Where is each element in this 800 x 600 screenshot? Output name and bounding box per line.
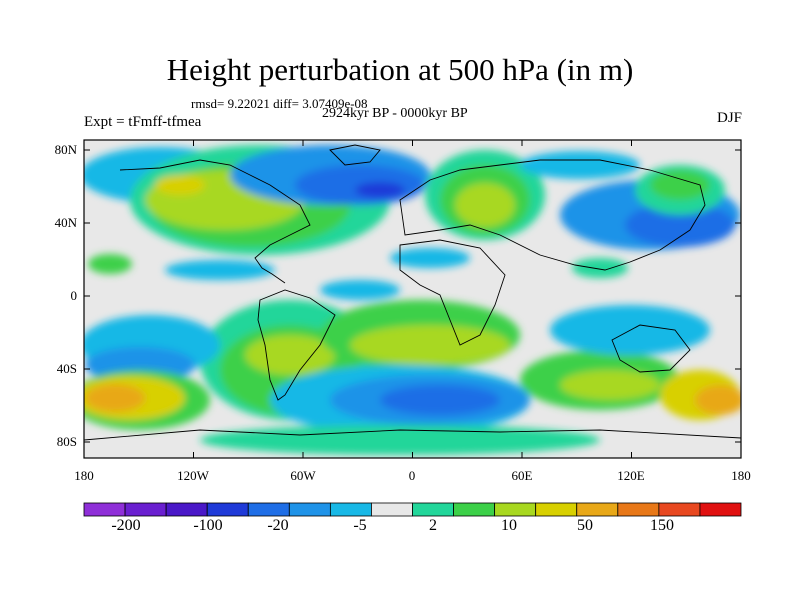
field-teal-india [572,258,628,278]
lon-label-180e: 180 [731,468,751,483]
colorbar-label: 10 [501,517,517,534]
colorbar-swatch [576,502,619,517]
field-cyan-africa [390,248,470,268]
colorbar-swatch [124,502,167,517]
field-darkblue-atl [355,182,405,198]
field-orange-sw [85,384,145,412]
lat-label-eq: 0 [70,288,78,303]
period-text: 2924kyr BP - 0000kyr BP [322,106,468,121]
colorbar [83,502,742,517]
colorbar-swatch [329,502,372,517]
colorbar-label: 50 [577,517,593,534]
axis-ticks [83,140,742,458]
field-yellow-na [155,175,205,195]
field-cyan-subtrop [165,260,275,280]
coast-australia [611,324,691,373]
field-yellowgreen-satl [350,325,510,365]
colorbar-label: 150 [650,517,674,534]
contour-fill-layer [84,140,741,458]
lon-label-60w: 60W [290,468,316,483]
experiment-label: Expt = tFmff-tfmea [84,114,202,130]
colorbar-swatch [412,502,454,517]
coast-africa [399,239,506,346]
coast-eurasia [399,159,706,271]
colorbar-swatch [617,502,660,517]
colorbar-label: -200 [111,517,141,534]
field-green-hawaii [88,254,132,274]
field-green-nepac [650,170,710,200]
field-yellowgreen-indoc [560,370,660,400]
coast-greenland [329,144,381,166]
lat-label-80n: 80N [54,142,77,157]
coast-antarctica [84,429,741,441]
lon-label-120e: 120E [617,468,645,483]
lat-label-80s: 80S [56,434,77,449]
colorbar-swatch [453,502,496,517]
field-blue-so [380,385,500,415]
lat-label-40n: 40N [54,215,77,230]
field-blue-atl [295,165,425,205]
field-yellowgreen-eu [455,183,515,227]
colorbar-swatch [371,502,413,517]
field-cyan-eqatl [320,280,400,300]
stats-text: rmsd= 9.22021 diff= 3.07409e-08 [191,96,368,111]
field-cyan-asia [520,151,640,179]
colorbar-swatch [247,502,290,517]
field-orange-se [695,385,741,415]
coast-south-america [257,289,336,401]
lon-label-120w: 120W [177,468,209,483]
colorbar-label: -100 [193,517,223,534]
colorbar-label: -20 [267,517,289,534]
colorbar-label: 2 [429,517,437,534]
lon-label-180w: 180 [74,468,94,483]
colorbar-swatch [165,502,208,517]
lon-label-0: 0 [408,468,416,483]
colorbar-swatch [206,502,249,517]
plot-title: Height perturbation at 500 hPa (in m) [166,52,634,87]
colorbar-swatch [494,502,537,517]
field-blue-pac [625,203,735,247]
colorbar-swatch [699,502,742,517]
coastlines [84,144,741,441]
coast-north-america [119,159,311,284]
colorbar-swatch [658,502,701,517]
colorbar-label: -5 [353,517,367,534]
field-teal-antarctic [200,425,600,455]
lat-label-40s: 40S [56,361,77,376]
colorbar-swatch [288,502,331,517]
lon-label-60e: 60E [511,468,533,483]
season-label: DJF [716,110,742,126]
colorbar-swatch [535,502,578,517]
colorbar-swatch [83,502,126,517]
